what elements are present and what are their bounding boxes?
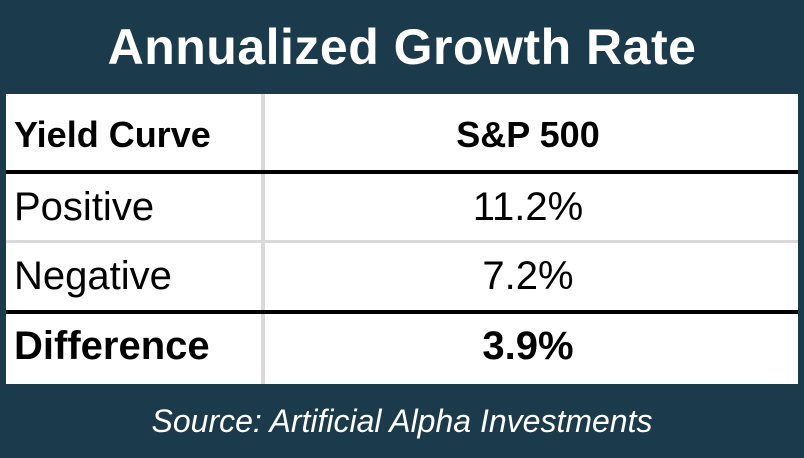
row-label-difference: Difference [14, 323, 210, 368]
table-total-row: Difference 3.9% [6, 314, 798, 378]
column-divider [261, 94, 265, 384]
data-table: Yield Curve S&P 500 Positive 11.2% Negat… [6, 94, 798, 384]
row-divider [6, 240, 798, 243]
total-divider [6, 310, 798, 314]
table-row: Negative 7.2% [6, 244, 798, 308]
table-row: Positive 11.2% [6, 174, 798, 240]
row-label-negative: Negative [14, 253, 172, 298]
row-value-difference: 3.9% [482, 323, 574, 368]
table-title: Annualized Growth Rate [107, 19, 697, 75]
row-label-positive: Positive [14, 184, 155, 229]
column-header-yield-curve: Yield Curve [14, 114, 211, 155]
column-header-sp500: S&P 500 [456, 114, 600, 155]
row-value-negative: 7.2% [482, 253, 574, 298]
row-value-positive: 11.2% [472, 184, 584, 229]
table-header-row: Yield Curve S&P 500 [6, 100, 798, 170]
source-note: Source: Artificial Alpha Investments [151, 402, 653, 439]
header-divider [6, 170, 798, 174]
